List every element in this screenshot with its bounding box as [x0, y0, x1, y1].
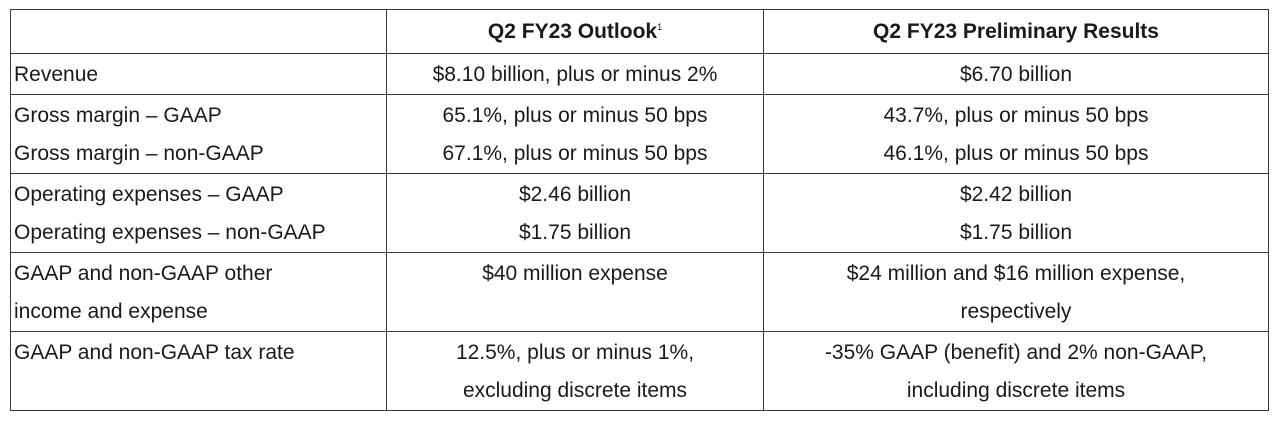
outlook-value: $8.10 billion, plus or minus 2% — [432, 63, 718, 86]
outlook-value: 65.1%, plus or minus 50 bps — [442, 104, 708, 127]
results-value: -35% GAAP (benefit) and 2% non-GAAP, — [824, 341, 1208, 364]
outlook-cell: $8.10 billion, plus or minus 2% — [386, 53, 764, 95]
header-footnote-marker: 1 — [657, 22, 663, 32]
results-value: $1.75 billion — [959, 221, 1073, 244]
table-row-operating-expenses: Operating expenses – GAAP Operating expe… — [10, 173, 1269, 253]
row-label: Operating expenses – GAAP Operating expe… — [10, 173, 387, 253]
outlook-vs-results-table: Q2 FY23 Outlook1 Q2 FY23 Preliminary Res… — [10, 9, 1269, 411]
results-cell: $6.70 billion — [763, 53, 1269, 95]
results-value: respectively — [960, 300, 1072, 323]
row-label-line: GAAP and non-GAAP other — [14, 262, 273, 285]
results-value: 43.7%, plus or minus 50 bps — [883, 104, 1149, 127]
outlook-cell: $2.46 billion $1.75 billion — [386, 173, 764, 253]
row-label-line: Gross margin – GAAP — [14, 104, 222, 127]
outlook-value: 67.1%, plus or minus 50 bps — [442, 142, 708, 165]
outlook-cell: 65.1%, plus or minus 50 bps 67.1%, plus … — [386, 94, 764, 174]
results-cell: $24 million and $16 million expense, res… — [763, 252, 1269, 332]
row-label-line: Operating expenses – non-GAAP — [14, 221, 326, 244]
outlook-value: 12.5%, plus or minus 1%, — [455, 341, 695, 364]
row-label: Gross margin – GAAP Gross margin – non-G… — [10, 94, 387, 174]
results-cell: -35% GAAP (benefit) and 2% non-GAAP, inc… — [763, 331, 1269, 411]
header-row: Q2 FY23 Outlook1 Q2 FY23 Preliminary Res… — [10, 9, 1269, 54]
outlook-cell: 12.5%, plus or minus 1%, excluding discr… — [386, 331, 764, 411]
table-row-gross-margin: Gross margin – GAAP Gross margin – non-G… — [10, 94, 1269, 174]
results-value: $24 million and $16 million expense, — [846, 262, 1186, 285]
row-label-line: Revenue — [14, 63, 99, 86]
row-label: GAAP and non-GAAP other income and expen… — [10, 252, 387, 332]
table-row-revenue: Revenue $8.10 billion, plus or minus 2% … — [10, 53, 1269, 95]
results-value: $6.70 billion — [959, 63, 1073, 86]
header-outlook-text: Q2 FY23 Outlook — [487, 20, 658, 43]
table-row-tax-rate: GAAP and non-GAAP tax rate 12.5%, plus o… — [10, 331, 1269, 411]
header-outlook: Q2 FY23 Outlook1 — [386, 9, 764, 54]
outlook-value: $2.46 billion — [518, 183, 632, 206]
table-row-other-income: GAAP and non-GAAP other income and expen… — [10, 252, 1269, 332]
header-results: Q2 FY23 Preliminary Results — [763, 9, 1269, 54]
results-value: including discrete items — [906, 379, 1126, 402]
row-label-line: Gross margin – non-GAAP — [14, 142, 264, 165]
results-value: 46.1%, plus or minus 50 bps — [883, 142, 1149, 165]
row-label-line: GAAP and non-GAAP tax rate — [14, 341, 295, 364]
results-cell: 43.7%, plus or minus 50 bps 46.1%, plus … — [763, 94, 1269, 174]
results-value: $2.42 billion — [959, 183, 1073, 206]
outlook-value: excluding discrete items — [462, 379, 688, 402]
row-label-line: income and expense — [14, 300, 208, 323]
row-label: GAAP and non-GAAP tax rate — [10, 331, 387, 411]
outlook-cell: $40 million expense — [386, 252, 764, 332]
outlook-value: $40 million expense — [482, 262, 668, 285]
header-empty — [10, 9, 387, 54]
row-label: Revenue — [10, 53, 387, 95]
outlook-value: $1.75 billion — [518, 221, 632, 244]
outlook-table-container: Q2 FY23 Outlook1 Q2 FY23 Preliminary Res… — [10, 9, 1269, 411]
row-label-line: Operating expenses – GAAP — [14, 183, 284, 206]
results-cell: $2.42 billion $1.75 billion — [763, 173, 1269, 253]
